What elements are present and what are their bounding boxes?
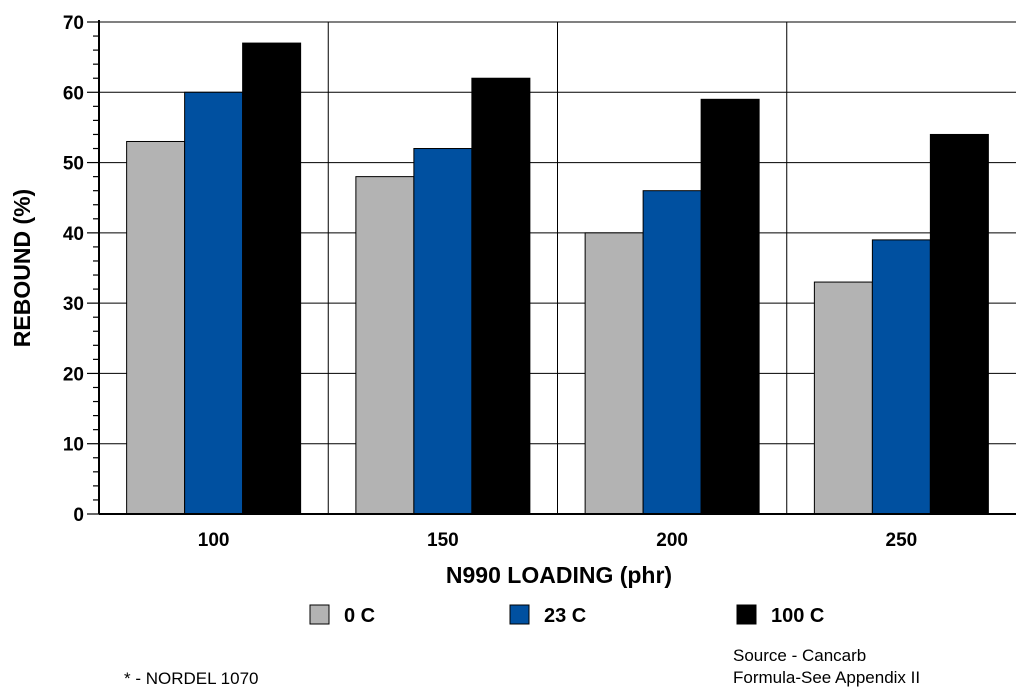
bar-100c-150 — [471, 77, 531, 515]
y-tick-label-70: 70 — [63, 13, 84, 34]
legend: 0 C 23 C 100 C — [309, 604, 824, 627]
y-tick-label-0: 0 — [73, 505, 84, 526]
y-tick-label-60: 60 — [63, 83, 84, 104]
bar-0c-200 — [584, 232, 644, 515]
bar-23c-200 — [642, 190, 702, 515]
y-tick-label-20: 20 — [63, 364, 84, 385]
y-axis-title: REBOUND (%) — [9, 189, 35, 347]
x-tick-label-100: 100 — [198, 530, 230, 551]
x-tick-label-150: 150 — [427, 530, 459, 551]
bar-100c-250 — [929, 133, 989, 515]
legend-swatch-23c — [509, 604, 530, 625]
bar-23c-250 — [871, 239, 931, 515]
x-axis-title: N990 LOADING (phr) — [446, 562, 672, 588]
bar-0c-150 — [355, 176, 415, 515]
source-block: Source - Cancarb Formula-See Appendix II — [733, 645, 920, 689]
bar-100c-100 — [242, 42, 302, 515]
legend-swatch-0c — [309, 604, 330, 625]
footnote: * - NORDEL 1070 — [124, 669, 259, 688]
legend-label-23c: 23 C — [544, 605, 586, 627]
y-tick-label-40: 40 — [63, 224, 84, 245]
x-tick-label-250: 250 — [886, 530, 918, 551]
legend-label-100c: 100 C — [771, 605, 824, 627]
y-tick-label-30: 30 — [63, 294, 84, 315]
x-tick-label-200: 200 — [656, 530, 688, 551]
bar-0c-100 — [126, 140, 186, 515]
y-tick-label-50: 50 — [63, 154, 84, 175]
formula-text: Formula-See Appendix II — [733, 668, 921, 687]
bar-0c-250 — [813, 281, 873, 515]
legend-label-0c: 0 C — [344, 605, 375, 627]
axes — [87, 20, 1016, 515]
tick-labels: 0 10 20 30 40 50 60 70 100 150 200 250 — [63, 13, 917, 551]
y-tick-label-10: 10 — [63, 435, 84, 456]
bar-23c-100 — [184, 91, 244, 515]
bar-23c-150 — [413, 148, 473, 515]
source-text: Source - Cancarb — [733, 646, 867, 665]
legend-swatch-100c — [736, 604, 757, 625]
bar-100c-200 — [700, 98, 760, 515]
